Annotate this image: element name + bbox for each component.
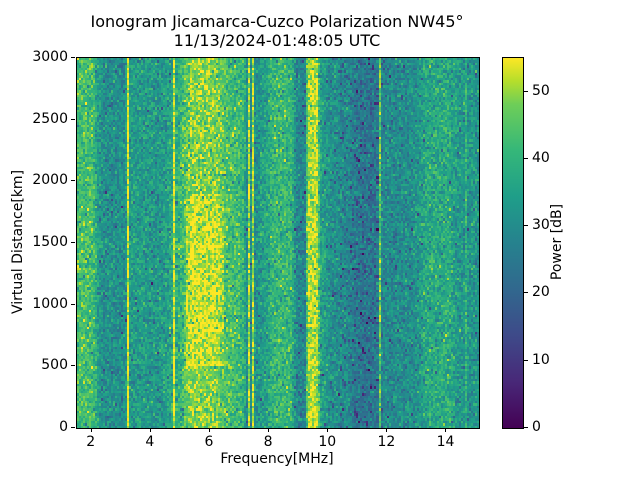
title-block: Ionogram Jicamarca-Cuzco Polarization NW… <box>76 12 478 50</box>
colorbar-label: Power [dB] <box>549 203 565 281</box>
colorbar-tick-label: 30 <box>532 217 550 234</box>
y-tick-mark <box>71 427 75 428</box>
colorbar-tick-mark <box>524 359 528 361</box>
colorbar-tick-mark <box>524 157 528 159</box>
x-tick-label: 14 <box>436 434 455 450</box>
x-tick-label: 10 <box>318 434 337 450</box>
x-tick-mark <box>209 428 210 432</box>
x-tick-label: 2 <box>86 434 96 450</box>
y-tick-label: 3000 <box>32 49 68 65</box>
y-tick-mark <box>71 180 75 182</box>
colorbar-tick-label: 20 <box>532 284 550 301</box>
y-tick-mark <box>71 118 75 120</box>
x-tick-mark <box>327 428 329 432</box>
y-tick-mark <box>71 57 75 58</box>
x-tick-mark <box>386 428 388 432</box>
colorbar-tick-mark <box>524 292 528 294</box>
x-tick-mark <box>268 428 270 432</box>
x-tick-label: 6 <box>204 434 214 450</box>
colorbar-tick-label: 50 <box>532 82 550 99</box>
y-tick-label: 1000 <box>32 295 68 312</box>
y-tick-label: 500 <box>41 357 68 374</box>
y-tick-mark <box>71 303 75 305</box>
y-tick-label: 2000 <box>32 172 68 189</box>
colorbar-tick-mark <box>524 90 528 92</box>
plot-area <box>76 57 480 429</box>
colorbar-tick-label: 10 <box>532 351 550 368</box>
chart-title: Ionogram Jicamarca-Cuzco Polarization NW… <box>90 12 464 31</box>
x-tick-label: 12 <box>377 434 396 450</box>
x-tick-mark <box>90 428 92 432</box>
x-tick-mark <box>149 428 151 432</box>
x-tick-mark <box>445 428 447 432</box>
x-tick-label: 4 <box>145 434 155 450</box>
y-tick-mark <box>71 242 75 243</box>
heatmap-canvas <box>77 58 479 428</box>
colorbar <box>502 57 524 429</box>
y-tick-mark <box>71 365 75 367</box>
x-axis-label: Frequency[MHz] <box>220 451 334 467</box>
colorbar-tick-mark <box>524 225 528 227</box>
chart-subtitle: 11/13/2024-01:48:05 UTC <box>173 30 381 50</box>
colorbar-tick-label: 0 <box>532 419 541 435</box>
colorbar-tick-label: 40 <box>532 149 550 166</box>
y-tick-label: 1500 <box>32 234 68 250</box>
x-tick-label: 8 <box>263 434 273 450</box>
y-tick-label: 0 <box>59 419 68 435</box>
colorbar-tick-mark <box>524 427 528 428</box>
y-tick-label: 2500 <box>32 110 68 127</box>
